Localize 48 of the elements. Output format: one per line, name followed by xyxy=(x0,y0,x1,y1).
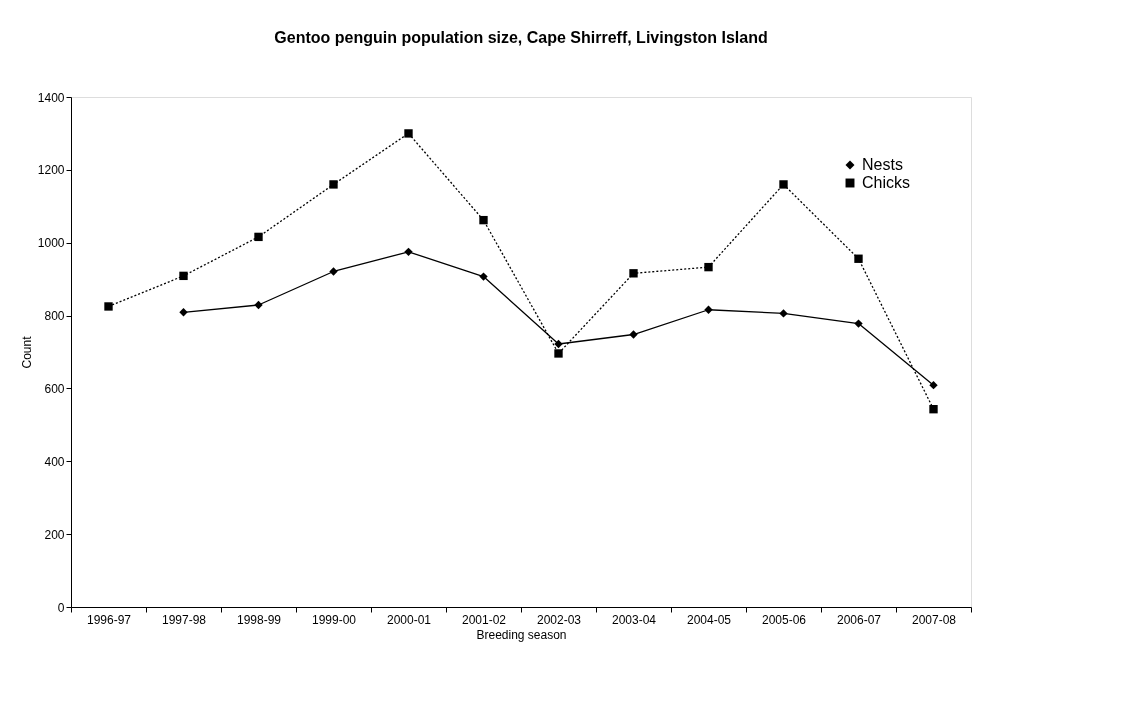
y-tick-label: 1200 xyxy=(37,163,65,178)
chart-title: Gentoo penguin population size, Cape Shirreff, Livingston Island xyxy=(274,29,768,46)
y-tick-label: 800 xyxy=(44,309,65,324)
y-tick-label: 1000 xyxy=(37,236,65,251)
point xyxy=(704,305,713,314)
point xyxy=(554,349,563,358)
point xyxy=(629,269,638,278)
x-tick-label: 1998-99 xyxy=(236,612,282,627)
legend-label: Chicks xyxy=(862,174,911,191)
x-tick-label: 1996-97 xyxy=(86,612,132,627)
point xyxy=(254,232,263,242)
point xyxy=(854,254,863,263)
point xyxy=(479,215,488,225)
y-tick-label: 1400 xyxy=(37,90,65,105)
point xyxy=(179,271,188,281)
y-tick-label: 400 xyxy=(44,454,65,469)
x-tick-label: 2000-01 xyxy=(386,612,432,627)
x-tick-label: 1997-98 xyxy=(161,612,207,627)
legend-label: Nests xyxy=(862,156,903,173)
y-tick-label: 0 xyxy=(57,600,65,615)
point xyxy=(404,247,413,256)
point xyxy=(779,309,788,318)
y-tick-label: 200 xyxy=(44,527,65,542)
x-tick-label: 2003-04 xyxy=(611,612,657,627)
y-tick-label: 600 xyxy=(44,381,65,396)
x-axis-title: Breeding season xyxy=(476,627,567,642)
point xyxy=(104,302,113,311)
point xyxy=(704,262,713,272)
point xyxy=(179,308,188,317)
x-tick-label: 2002-03 xyxy=(536,612,582,627)
x-tick-label: 2005-06 xyxy=(761,612,807,627)
x-tick-label: 2004-05 xyxy=(686,612,732,627)
x-tick-label: 2006-07 xyxy=(836,612,882,627)
point xyxy=(929,380,938,390)
point xyxy=(854,319,863,328)
point xyxy=(929,405,938,414)
point xyxy=(629,330,638,339)
x-tick-label: 1999-00 xyxy=(311,612,357,627)
point xyxy=(779,180,788,189)
point xyxy=(329,180,338,189)
y-axis-title: Count xyxy=(19,335,34,369)
point xyxy=(554,339,563,349)
point xyxy=(404,129,413,138)
point xyxy=(479,272,488,281)
point xyxy=(254,300,263,310)
x-tick-label: 2007-08 xyxy=(911,612,957,627)
x-tick-label: 2001-02 xyxy=(461,612,507,627)
point xyxy=(329,267,338,276)
